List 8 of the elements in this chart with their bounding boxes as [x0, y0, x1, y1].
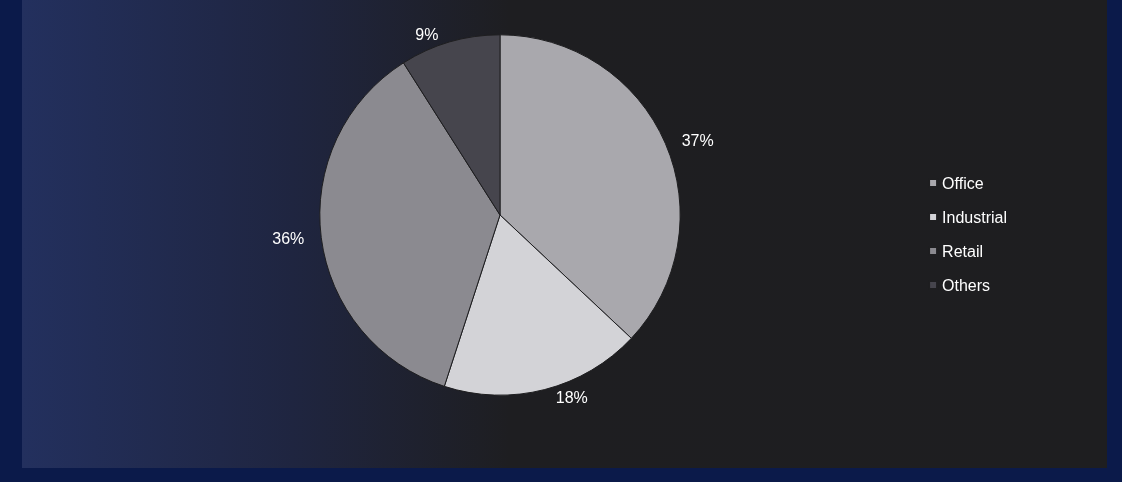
data-label: 18%	[555, 388, 588, 406]
data-label: 37%	[681, 131, 714, 149]
legend-label: Industrial	[942, 208, 1007, 226]
data-label: 36%	[272, 230, 305, 248]
legend-label: Office	[942, 174, 984, 192]
legend-label: Others	[942, 276, 991, 294]
legend-label: Retail	[942, 242, 983, 260]
data-label: 9%	[415, 25, 439, 43]
